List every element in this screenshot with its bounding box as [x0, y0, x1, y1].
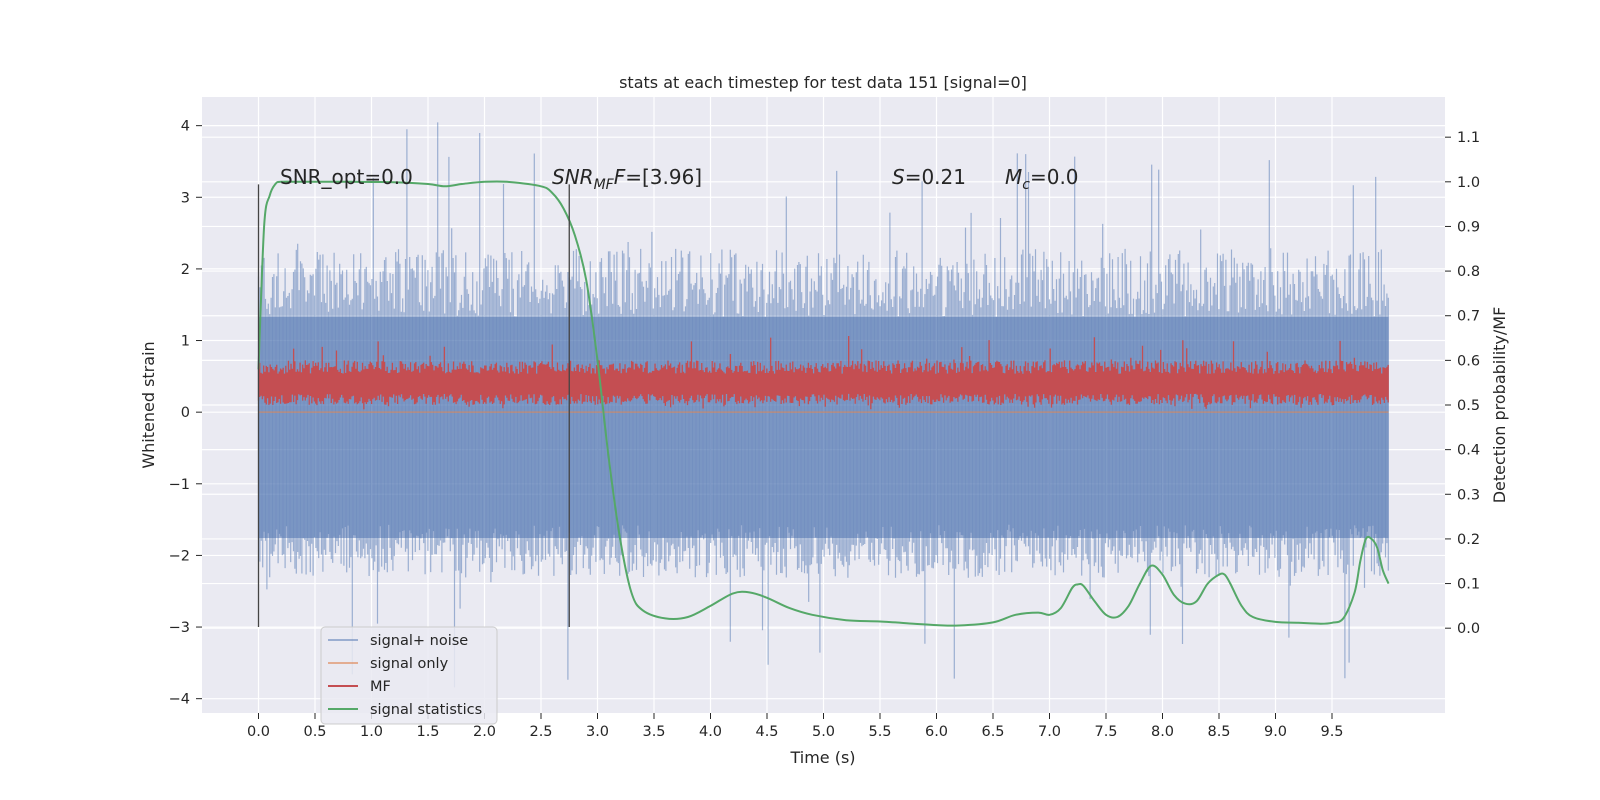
y2-tick-label: 0.4	[1457, 443, 1480, 459]
y2-tick-label: 0.5	[1457, 398, 1480, 414]
x-tick-label: 4.5	[755, 724, 778, 740]
y-tick-label: −3	[169, 620, 190, 636]
y-tick-label: 3	[181, 190, 190, 206]
y-tick-label: −4	[169, 692, 190, 708]
x-tick-label: 6.0	[925, 724, 948, 740]
x-tick-label: 1.5	[416, 724, 439, 740]
annotation-snr-mf-sub: MF	[594, 177, 615, 193]
x-tick-label: 0.0	[247, 724, 270, 740]
annotation-snr-opt: SNR_opt=0.0	[280, 165, 413, 189]
y-axis-label: Whitened strain	[139, 341, 158, 468]
chart-title: stats at each timestep for test data 151…	[619, 73, 1027, 92]
y-tick-label: 0	[181, 405, 190, 421]
x-tick-label: 9.5	[1320, 724, 1343, 740]
legend-label-mf: MF	[370, 679, 391, 695]
y2-tick-label: 0.8	[1457, 264, 1480, 280]
y2-tick-label: 0.9	[1457, 219, 1480, 235]
annotation-mc-sub: c	[1022, 177, 1030, 193]
y2-tick-label: 0.2	[1457, 532, 1480, 548]
x-tick-label: 7.0	[1038, 724, 1061, 740]
annotation-s: S=0.21	[892, 165, 966, 189]
y-tick-label: −2	[169, 548, 190, 564]
y2-tick-label: 0.6	[1457, 353, 1480, 369]
legend-label-signal: signal only	[370, 656, 449, 672]
annotation-mc-val: =0.0	[1030, 165, 1079, 189]
x-tick-label: 0.5	[303, 724, 326, 740]
signal-noise-series	[257, 122, 1389, 688]
annotation-mc: Mc=0.0	[1005, 165, 1079, 193]
y2-axis-label: Detection probability/MF	[1490, 307, 1509, 504]
x-tick-label: 8.0	[1151, 724, 1174, 740]
x-tick-label: 6.5	[981, 724, 1004, 740]
x-axis-label: Time (s)	[789, 748, 855, 767]
x-tick-label: 2.5	[529, 724, 552, 740]
x-tick-label: 5.5	[868, 724, 891, 740]
x-tick-label: 4.0	[699, 724, 722, 740]
y-tick-label: 4	[181, 119, 190, 135]
x-tick-label: 1.0	[360, 724, 383, 740]
annotation-snr-mf-var: SNR	[552, 165, 594, 189]
y2-tick-label: 0.7	[1457, 309, 1480, 325]
annotation-s-var: S	[892, 165, 905, 189]
annotation-mc-var: M	[1005, 165, 1022, 189]
x-tick-label: 8.5	[1207, 724, 1230, 740]
x-tick-label: 2.0	[473, 724, 496, 740]
signal-statistics-series	[257, 180, 1390, 627]
annotation-s-val: =0.21	[905, 165, 966, 189]
legend-label-noise: signal+ noise	[370, 633, 468, 649]
marker-lines	[257, 184, 570, 628]
x-tick-label: 9.0	[1264, 724, 1287, 740]
x-tick-label: 3.0	[586, 724, 609, 740]
y-tick-label: −1	[169, 477, 190, 493]
x-tick-label: 7.5	[1094, 724, 1117, 740]
legend: signal+ noise signal only MF signal stat…	[320, 626, 498, 725]
y-tick-label: 2	[181, 262, 190, 278]
legend-label-stats: signal statistics	[370, 702, 482, 718]
y2-tick-label: 0.1	[1457, 577, 1480, 593]
annotation-snr-mf-val: =[3.96]	[625, 165, 702, 189]
annotation-snr-mf: SNRMFF=[3.96]	[552, 165, 702, 193]
y2-tick-label: 1.0	[1457, 175, 1480, 191]
x-tick-label: 3.5	[642, 724, 665, 740]
annotation-snr-mf-f: F	[614, 165, 626, 189]
signal-statistics-line	[257, 180, 1390, 627]
tick-labels: 0.0 0.5 1.0 1.5 2.0 2.5 3.0 3.5 4.0 4.5 5.0 5.5 6.0 6…	[169, 119, 1480, 740]
y-tick-label: 1	[181, 334, 190, 350]
x-tick-label: 5.0	[812, 724, 835, 740]
y2-tick-label: 0.3	[1457, 487, 1480, 503]
legend-box	[320, 626, 498, 725]
y2-tick-label: 0.0	[1457, 621, 1480, 637]
y2-tick-label: 1.1	[1457, 130, 1480, 146]
